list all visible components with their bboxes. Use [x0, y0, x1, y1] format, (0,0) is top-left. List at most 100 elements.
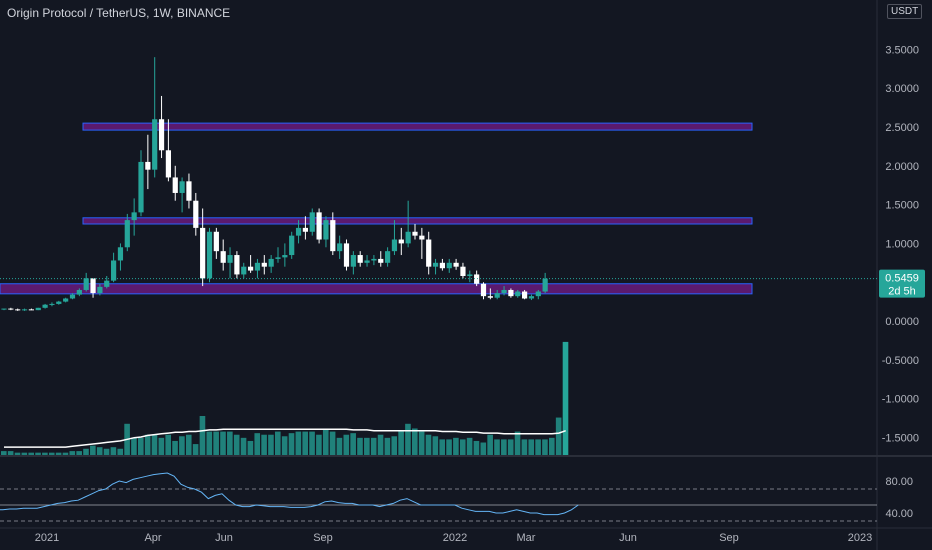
- volume-bar: [254, 433, 261, 455]
- volume-bar: [542, 439, 548, 455]
- candle-body: [480, 283, 487, 297]
- candle-body: [111, 260, 117, 281]
- volume-bar: [466, 437, 473, 455]
- volume-bar: [206, 431, 213, 455]
- candle-body: [309, 212, 315, 232]
- candle-body: [357, 255, 363, 263]
- candle-body: [275, 257, 281, 259]
- candle-body: [21, 309, 28, 311]
- volume-bar: [138, 437, 144, 455]
- x-tick-label: 2022: [443, 532, 467, 544]
- volume-bar: [117, 448, 124, 455]
- volume-bar: [1, 451, 7, 455]
- volume-bar: [42, 452, 48, 455]
- volume-bar: [151, 434, 158, 455]
- candle-body: [220, 251, 226, 263]
- candle-body: [83, 278, 89, 290]
- candle-body: [522, 291, 528, 299]
- candle-body: [193, 200, 199, 228]
- volume-bar: [172, 440, 178, 455]
- price-tag-value: 0.5459: [885, 273, 919, 285]
- volume-bar: [384, 437, 391, 455]
- candle-body: [200, 227, 206, 279]
- volume-bar: [549, 437, 555, 455]
- volume-bar: [268, 434, 274, 455]
- time-axis[interactable]: 2021 Apr Jun Sep 2022 Mar Jun Sep 2023: [35, 532, 872, 544]
- volume-bar: [555, 417, 562, 455]
- zone-rect: [82, 217, 753, 225]
- volume-bar: [220, 431, 226, 455]
- candle-body: [49, 303, 55, 305]
- candle-body: [206, 231, 213, 279]
- candle-body: [385, 251, 391, 263]
- volume-bar: [35, 452, 41, 455]
- volume-bar: [494, 439, 500, 455]
- volume-bar: [275, 431, 281, 455]
- candle-body: [56, 301, 62, 304]
- x-tick-label: 2021: [35, 532, 59, 544]
- currency-unit-badge[interactable]: USDT: [887, 4, 923, 19]
- volume-bar: [192, 444, 199, 455]
- candles[interactable]: [1, 57, 548, 311]
- volume-bar: [295, 431, 302, 455]
- volume-bar: [507, 439, 514, 455]
- volume-bar: [96, 447, 103, 455]
- candle-body: [254, 262, 261, 271]
- x-tick-label: Jun: [215, 532, 233, 544]
- zone-rect: [82, 122, 753, 131]
- x-tick-label: Mar: [517, 532, 536, 544]
- y-tick-label: -1.5000: [882, 432, 919, 444]
- candle-body: [535, 291, 541, 297]
- candle-body: [364, 260, 370, 263]
- volume-bar: [535, 439, 541, 455]
- volume-bar: [350, 433, 356, 455]
- candle-body: [172, 177, 178, 193]
- volume-bar: [425, 434, 432, 455]
- volume-bar: [439, 439, 445, 455]
- volume-bar: [501, 439, 507, 455]
- volume-bar: [480, 442, 487, 455]
- candle-body: [302, 227, 308, 232]
- chart-title: Origin Protocol / TetherUS, 1W, BINANCE: [7, 6, 231, 20]
- candle-body: [104, 280, 110, 287]
- volume-bar: [21, 452, 28, 455]
- volume-bar: [343, 434, 350, 455]
- candle-body: [227, 255, 233, 263]
- candle-body: [90, 278, 96, 294]
- price-tag-countdown: 2d 5h: [888, 286, 916, 298]
- volume-bar: [185, 434, 192, 455]
- candle-body: [453, 262, 459, 267]
- volume-bar: [213, 431, 219, 455]
- volume-ma-line: [4, 428, 566, 448]
- candle-body: [63, 298, 69, 302]
- candle-body: [446, 262, 452, 269]
- volume-bar: [487, 434, 493, 455]
- candle-body: [234, 255, 240, 275]
- volume-bar: [144, 434, 151, 455]
- candle-body: [42, 304, 48, 308]
- volume-bar: [412, 428, 418, 455]
- candle-body: [124, 220, 130, 248]
- candle-body: [138, 161, 144, 213]
- candle-body: [405, 231, 411, 244]
- volume-bar: [364, 437, 370, 455]
- volume-bar: [103, 448, 110, 455]
- volume-bar: [453, 437, 459, 455]
- candle-body: [398, 239, 404, 244]
- candle-body: [350, 255, 356, 267]
- volume-bar: [398, 430, 404, 455]
- volume-bar: [432, 436, 439, 455]
- volume-bar: [199, 416, 206, 455]
- volume-bar: [329, 431, 336, 455]
- rsi-tick-label: 80.00: [885, 476, 913, 488]
- x-tick-label: 2023: [848, 532, 872, 544]
- volume-bar: [240, 437, 247, 455]
- candle-body: [508, 289, 514, 297]
- candle-body: [460, 266, 466, 276]
- candle-body: [419, 235, 425, 240]
- volume-bar: [131, 437, 137, 455]
- candle-body: [439, 262, 445, 269]
- volume-bar: [391, 436, 398, 455]
- candle-body: [261, 262, 267, 267]
